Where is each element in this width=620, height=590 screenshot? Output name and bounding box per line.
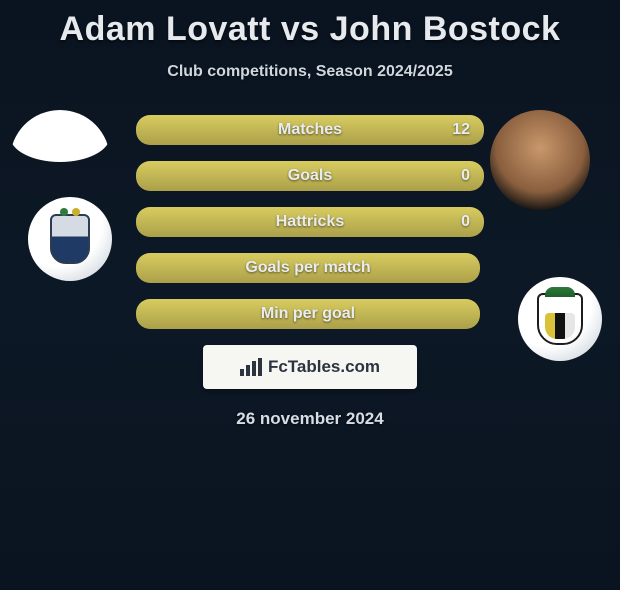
- stat-bar: Matches 12: [136, 115, 484, 145]
- stat-label: Goals: [288, 167, 332, 185]
- page-title: Adam Lovatt vs John Bostock: [0, 10, 620, 49]
- stat-row-hattricks: Hattricks 0: [140, 207, 480, 237]
- subtitle: Club competitions, Season 2024/2025: [0, 63, 620, 81]
- stat-label: Goals per match: [245, 259, 370, 277]
- bar-chart-icon: [240, 358, 262, 376]
- stat-row-matches: Matches 12: [140, 115, 480, 145]
- stat-row-gpm: Goals per match: [140, 253, 480, 283]
- stat-row-goals: Goals 0: [140, 161, 480, 191]
- stat-value-right: 12: [452, 121, 470, 139]
- stat-row-mpg: Min per goal: [140, 299, 480, 329]
- date-label: 26 november 2024: [0, 409, 620, 429]
- club-right-badge: [518, 277, 602, 361]
- brand-plate[interactable]: FcTables.com: [203, 345, 417, 389]
- brand-text: FcTables.com: [268, 357, 380, 377]
- crest-icon: [50, 214, 90, 264]
- stat-bar: Min per goal: [136, 299, 480, 329]
- stat-bars: Matches 12 Goals 0 Hattricks 0 Goals per…: [140, 115, 480, 329]
- stat-label: Hattricks: [276, 213, 344, 231]
- player-right-avatar: [490, 110, 590, 210]
- stat-bar: Goals per match: [136, 253, 480, 283]
- stat-value-right: 0: [461, 213, 470, 231]
- stat-bar: Hattricks 0: [136, 207, 484, 237]
- club-left-badge: [28, 197, 112, 281]
- player-left-avatar: [10, 110, 110, 210]
- stat-bar: Goals 0: [136, 161, 484, 191]
- comparison-panel: Matches 12 Goals 0 Hattricks 0 Goals per…: [0, 115, 620, 429]
- stat-value-right: 0: [461, 167, 470, 185]
- stat-label: Min per goal: [261, 305, 355, 323]
- crest-icon: [537, 293, 583, 345]
- stat-label: Matches: [278, 121, 342, 139]
